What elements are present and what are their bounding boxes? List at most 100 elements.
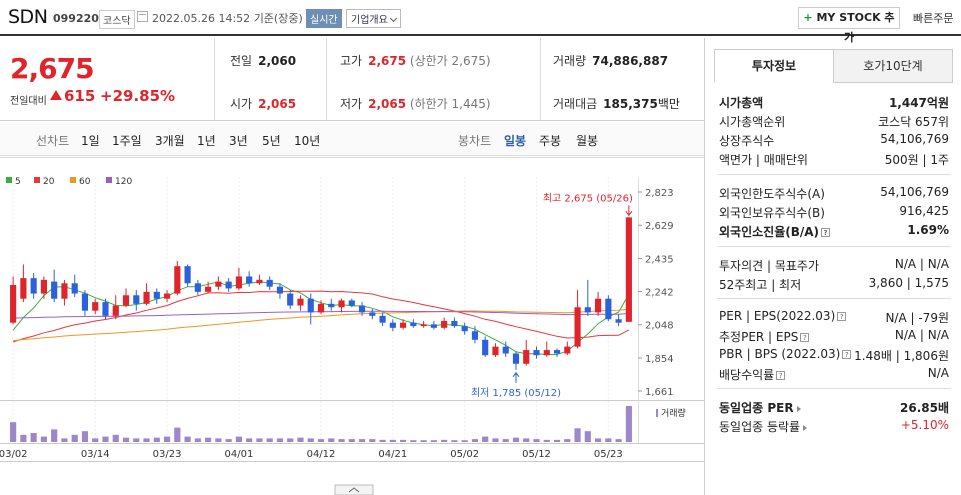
info-key: 투자의견 | 목표주가 [719,259,819,273]
candle-monthly[interactable]: 월봉 [576,134,599,148]
realtime-button[interactable]: 실시간 [306,9,342,28]
info-key: 시가총액순위 [719,115,786,129]
candle-body [205,286,212,292]
period-5y[interactable]: 5년 [262,134,281,148]
help-icon[interactable]: ? [800,333,810,342]
candle-body [348,300,355,306]
legend-label: 20 [43,177,55,187]
volume-bar [215,438,222,442]
corp-info-dropdown[interactable]: 기업개요 [346,9,401,28]
low-annotation: 최저 1,785 (05/12) [471,387,561,399]
arrow-right-icon[interactable] [796,405,801,412]
volume-bar [625,406,632,442]
help-icon[interactable]: ? [821,228,831,237]
candle-body [574,307,581,347]
info-row: 외국인한도주식수(A) 54,106,769 [719,185,949,202]
candle-body [358,305,366,313]
candle-body [184,266,191,284]
volume-bar [205,437,212,442]
candle-body [379,315,386,323]
volume-bar [133,438,140,442]
info-row: 추정PER | EPS? N/A | N/A [719,328,949,345]
candle-body [194,283,201,292]
info-key: 추정PER | EPS? [719,328,810,345]
help-icon[interactable]: ? [837,312,847,321]
chart-expand-handle[interactable] [334,484,374,495]
legend-label: 5 [15,177,21,187]
y-tick-label: 2,048 [645,321,674,332]
quote-datetime: 2022.05.26 14:52 기준(장중) [152,12,303,25]
candlestick-chart[interactable]: 5 20 60 120 03/02 03/14 03/23 04/01 04/12 04/21 05… [0,157,704,495]
x-tick-label: 04/12 [307,449,336,460]
candle-body [235,276,242,289]
period-3m[interactable]: 3개월 [155,134,185,148]
candle-body [246,276,253,284]
volume-bar [553,439,561,442]
volume-bar [317,439,325,442]
plus-icon: + [803,11,813,24]
period-selector: 선차트 1일 1주일 3개월 1년 3년 5년 10년 봉차트 일봉 주봉 월봉 [0,122,704,156]
info-value: 1.69% [907,223,949,237]
x-tick-label: 03/23 [153,449,182,460]
candle-body [543,350,550,356]
volume-bar [512,437,520,442]
period-10y[interactable]: 10년 [294,134,321,148]
period-1d[interactable]: 1일 [81,134,100,148]
info-value: 코스닥 657위 [878,115,949,129]
x-tick-label: 05/12 [522,449,551,460]
candle-body [297,298,304,306]
price-chart[interactable]: 5 20 60 120 03/02 03/14 03/23 04/01 04/12 04/21 05… [0,157,704,495]
volume-bar [184,436,191,442]
volume-bar [71,434,78,442]
candle-body [420,324,427,327]
volume-bar [338,439,345,442]
volume-bar [400,439,407,442]
divider [717,298,951,299]
help-icon[interactable]: ? [842,350,852,359]
legend-swatch [70,177,76,183]
volume-bar [20,434,27,442]
volume-bar [122,437,130,442]
chevron-up-icon [348,487,360,493]
arrow-right-icon[interactable] [803,424,808,431]
stock-name: SDN [8,6,48,28]
candle-daily[interactable]: 일봉 [504,134,527,148]
y-tick-label: 2,242 [645,288,674,299]
period-3y[interactable]: 3년 [229,134,248,148]
my-stock-add-button[interactable]: + MY STOCK 추가 [798,7,900,44]
quick-order-button[interactable]: 빠른주문 [913,12,954,25]
candle-body [317,303,325,313]
divider [717,388,951,389]
candle-body [615,319,622,323]
period-1w[interactable]: 1주일 [112,134,142,148]
volume-bar [615,439,622,442]
info-row: 투자의견 | 목표주가 N/A | N/A [719,257,949,274]
candle-body [451,320,458,327]
volume-bar [10,422,17,442]
tab-orderbook[interactable]: 호가10단계 [833,49,953,83]
info-key: 동일업종 PER [719,399,801,416]
candle-body [40,279,47,294]
calendar-icon [137,11,148,22]
info-key: 외국인보유주식수(B) [719,206,825,220]
tab-investment-info[interactable]: 투자정보 [714,49,834,83]
info-value: 54,106,769 [880,132,949,146]
info-value: N/A | N/A [894,328,949,342]
period-1y[interactable]: 1년 [197,134,216,148]
info-key: 시가총액 [719,96,764,110]
volume-bar [492,438,499,442]
x-tick-label: 04/01 [224,449,253,460]
candle-body [20,278,27,299]
candle-weekly[interactable]: 주봉 [539,134,562,148]
info-value: +5.10% [900,418,949,432]
candle-body [153,291,160,299]
info-value: N/A [927,366,949,380]
help-icon[interactable]: ? [776,371,786,380]
candle-body [215,281,222,287]
low-arrow-head [512,371,520,378]
line-chart-label: 선차트 [36,134,70,148]
candle-body [10,284,17,323]
candle-body [307,298,314,313]
volume-bar [389,439,396,442]
info-row: 시가총액 1,447억원 [719,94,949,111]
